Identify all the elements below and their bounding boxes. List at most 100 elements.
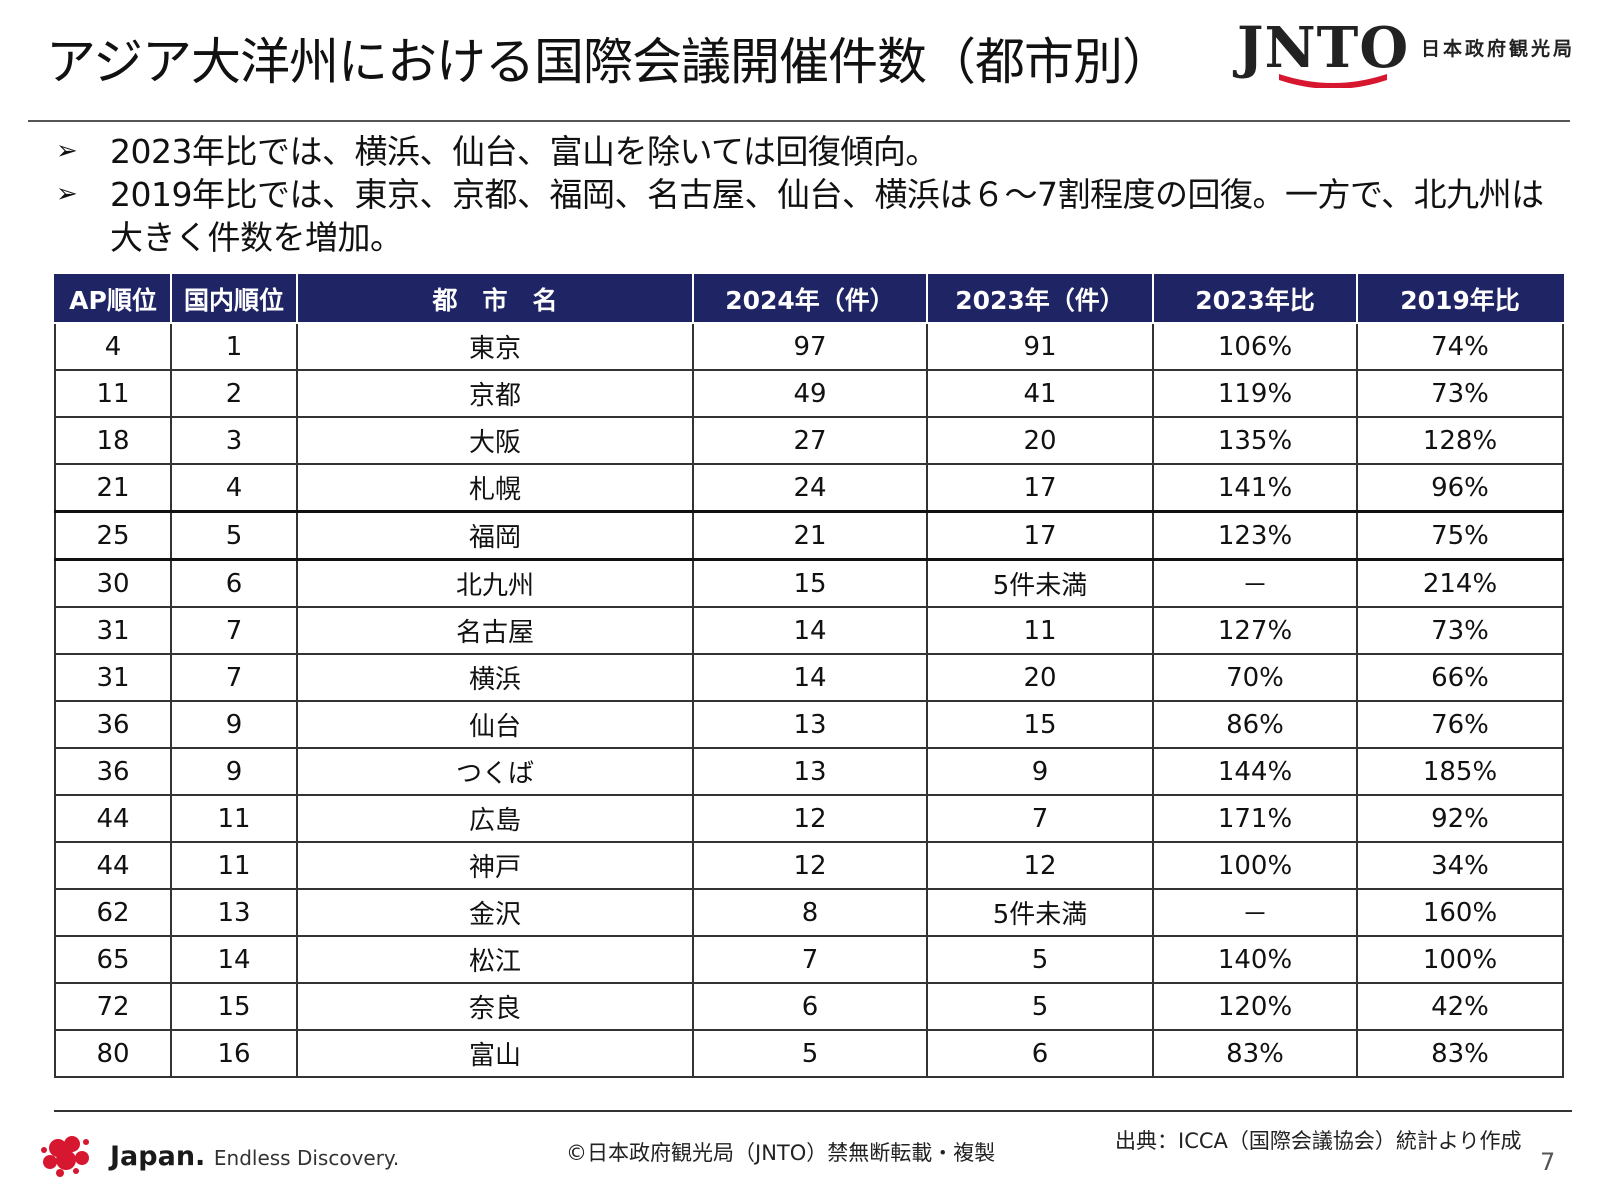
domestic-rank-cell: 2: [170, 369, 298, 418]
ap-rank-cell: 31: [54, 653, 172, 702]
ap-rank-cell: 21: [54, 463, 172, 513]
ratio-2023-cell: 119%: [1152, 369, 1358, 418]
domestic-rank-cell: 3: [170, 416, 298, 465]
ratio-2019-cell: 100%: [1356, 935, 1564, 984]
count-2024-cell: 12: [692, 794, 928, 843]
ratio-2019-cell: 66%: [1356, 653, 1564, 702]
domestic-rank-cell: 16: [170, 1029, 298, 1078]
table-row: 44 11 神戸 12 12 100% 34%: [54, 841, 1564, 890]
ap-rank-cell: 11: [54, 369, 172, 418]
header-2023-count: 2023年（件）: [926, 274, 1154, 324]
table-row: 72 15 奈良 6 5 120% 42%: [54, 982, 1564, 1031]
city-cell: 広島: [296, 794, 694, 843]
domestic-rank-cell: 7: [170, 606, 298, 655]
count-2023-cell: 17: [926, 510, 1154, 561]
page-number: 7: [1540, 1148, 1556, 1176]
table-row: 11 2 京都 49 41 119% 73%: [54, 369, 1564, 418]
count-2023-cell: 41: [926, 369, 1154, 418]
count-2023-cell: 12: [926, 841, 1154, 890]
count-2024-cell: 13: [692, 700, 928, 749]
count-2024-cell: 12: [692, 841, 928, 890]
table-row: 18 3 大阪 27 20 135% 128%: [54, 416, 1564, 465]
header-domestic-rank: 国内順位: [170, 274, 298, 324]
ap-rank-cell: 72: [54, 982, 172, 1031]
ratio-2019-cell: 214%: [1356, 558, 1564, 608]
footer-divider: [54, 1110, 1572, 1112]
ratio-2023-cell: 120%: [1152, 982, 1358, 1031]
table-row: 4 1 東京 97 91 106% 74%: [54, 322, 1564, 371]
domestic-rank-cell: 1: [170, 322, 298, 371]
city-cell: 富山: [296, 1029, 694, 1078]
city-cell: つくば: [296, 747, 694, 796]
ratio-2023-cell: 144%: [1152, 747, 1358, 796]
brand-bold: Japan.: [110, 1141, 206, 1172]
ratio-2023-cell: 141%: [1152, 463, 1358, 513]
count-2023-cell: 17: [926, 463, 1154, 513]
ap-rank-cell: 65: [54, 935, 172, 984]
city-cell: 京都: [296, 369, 694, 418]
count-2024-cell: 7: [692, 935, 928, 984]
ratio-2019-cell: 76%: [1356, 700, 1564, 749]
count-2023-cell: 6: [926, 1029, 1154, 1078]
city-cell: 仙台: [296, 700, 694, 749]
ratio-2023-cell: 127%: [1152, 606, 1358, 655]
domestic-rank-cell: 9: [170, 747, 298, 796]
table-row: 31 7 横浜 14 20 70% 66%: [54, 653, 1564, 702]
ratio-2019-cell: 74%: [1356, 322, 1564, 371]
footer-brand: Japan. Endless Discovery.: [110, 1141, 399, 1172]
count-2024-cell: 49: [692, 369, 928, 418]
header-vs-2019: 2019年比: [1356, 274, 1564, 324]
ratio-2023-cell: 83%: [1152, 1029, 1358, 1078]
domestic-rank-cell: 4: [170, 463, 298, 513]
logo-text: JNTO: [1237, 15, 1410, 81]
table-row: 36 9 つくば 13 9 144% 185%: [54, 747, 1564, 796]
count-2023-cell: 5: [926, 982, 1154, 1031]
count-2024-cell: 13: [692, 747, 928, 796]
ap-rank-cell: 31: [54, 606, 172, 655]
ratio-2023-cell: －: [1152, 888, 1358, 937]
ap-rank-cell: 62: [54, 888, 172, 937]
city-cell: 北九州: [296, 558, 694, 608]
count-2023-cell: 11: [926, 606, 1154, 655]
table-row: 80 16 富山 5 6 83% 83%: [54, 1029, 1564, 1078]
header-2024-count: 2024年（件）: [692, 274, 928, 324]
table-row: 21 4 札幌 24 17 141% 96%: [54, 463, 1564, 513]
count-2023-cell: 20: [926, 653, 1154, 702]
ratio-2019-cell: 185%: [1356, 747, 1564, 796]
bullet-text: 2023年比では、横浜、仙台、富山を除いては回復傾向。: [110, 132, 938, 171]
logo-red-arc: [1279, 74, 1387, 88]
ratio-2023-cell: 106%: [1152, 322, 1358, 371]
bullet-text: 2019年比では、東京、京都、福岡、名古屋、仙台、横浜は６～7割程度の回復。一方…: [110, 175, 1544, 257]
ap-rank-cell: 44: [54, 841, 172, 890]
domestic-rank-cell: 5: [170, 510, 298, 561]
bullet-item: ➢ 2023年比では、横浜、仙台、富山を除いては回復傾向。: [56, 130, 1576, 173]
copyright-notice: ©日本政府観光局（JNTO）禁無断転載・複製: [566, 1141, 996, 1165]
city-cell: 横浜: [296, 653, 694, 702]
ratio-2023-cell: 135%: [1152, 416, 1358, 465]
count-2024-cell: 21: [692, 510, 928, 561]
ratio-2019-cell: 42%: [1356, 982, 1564, 1031]
city-cell: 名古屋: [296, 606, 694, 655]
domestic-rank-cell: 7: [170, 653, 298, 702]
cherry-blossom-logo-icon: [41, 1136, 89, 1177]
table-header-row: AP順位 国内順位 都 市 名 2024年（件） 2023年（件） 2023年比…: [54, 274, 1564, 324]
ratio-2019-cell: 92%: [1356, 794, 1564, 843]
ratio-2019-cell: 34%: [1356, 841, 1564, 890]
count-2023-cell: 91: [926, 322, 1154, 371]
ratio-2019-cell: 160%: [1356, 888, 1564, 937]
city-ranking-table: AP順位 国内順位 都 市 名 2024年（件） 2023年（件） 2023年比…: [54, 274, 1564, 1078]
count-2024-cell: 97: [692, 322, 928, 371]
ratio-2023-cell: 171%: [1152, 794, 1358, 843]
ratio-2023-cell: 70%: [1152, 653, 1358, 702]
brand-tagline: Endless Discovery.: [213, 1146, 400, 1170]
count-2023-cell: 7: [926, 794, 1154, 843]
source-note: 出典：ICCA（国際会議協会）統計より作成: [1115, 1129, 1522, 1153]
agency-name: 日本政府観光局: [1421, 38, 1576, 60]
count-2023-cell: 5: [926, 935, 1154, 984]
ratio-2023-cell: 100%: [1152, 841, 1358, 890]
ratio-2023-cell: －: [1152, 558, 1358, 608]
city-cell: 金沢: [296, 888, 694, 937]
city-cell: 奈良: [296, 982, 694, 1031]
domestic-rank-cell: 11: [170, 841, 298, 890]
header-divider: [28, 120, 1570, 122]
